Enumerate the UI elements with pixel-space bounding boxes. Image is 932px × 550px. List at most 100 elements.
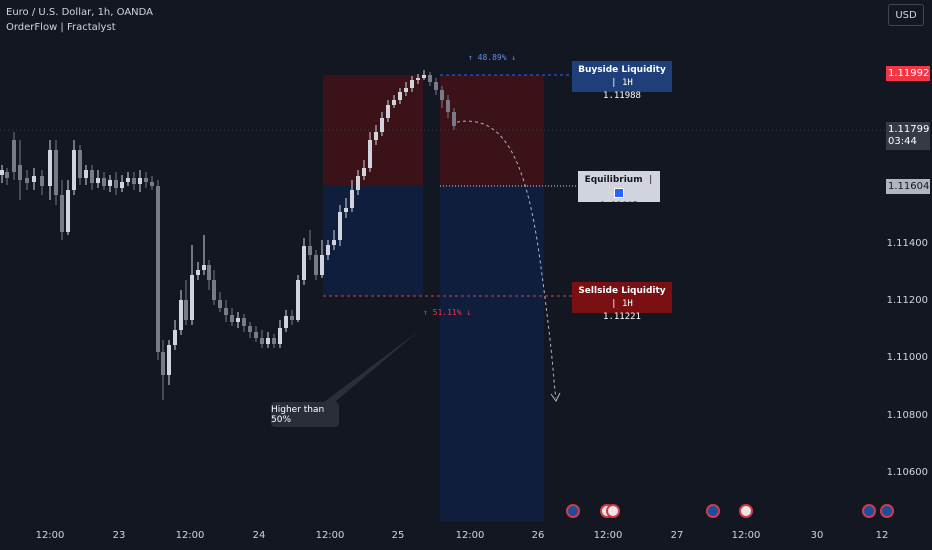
candle-body — [314, 255, 318, 275]
candle-body — [173, 330, 177, 345]
candle-body — [0, 170, 4, 175]
sellside-callout[interactable]: Sellside Liquidity | 1H 1.11221 — [572, 282, 672, 322]
candle-body — [54, 150, 58, 195]
discount-percent: ↑ 51.11% ↓ — [423, 308, 472, 317]
candle-body — [120, 182, 124, 188]
note-pointer — [320, 330, 420, 405]
premium-percent: ↑ 48.89% ↓ — [468, 53, 517, 62]
eu-event-icon[interactable] — [880, 504, 894, 518]
candle-body — [212, 280, 216, 300]
candle-body — [380, 118, 384, 132]
time-tick: 24 — [252, 530, 266, 541]
candle-body — [452, 112, 456, 126]
candle-body — [156, 186, 160, 352]
candle-body — [236, 318, 240, 322]
symbol-title[interactable]: Euro / U.S. Dollar, 1h, OANDA — [6, 7, 154, 18]
candle-body — [326, 245, 330, 255]
indicator-name[interactable]: OrderFlow | Fractalyst — [6, 22, 116, 33]
time-tick: 12:00 — [315, 530, 345, 541]
candle-body — [90, 170, 94, 183]
time-tick: 12:00 — [731, 530, 761, 541]
candle-body — [374, 132, 378, 140]
candle-body — [150, 182, 154, 186]
time-tick: 27 — [670, 530, 684, 541]
time-tick: 30 — [810, 530, 824, 541]
candle-body — [72, 150, 76, 190]
candle-body — [102, 178, 106, 186]
time-tick: 23 — [112, 530, 126, 541]
sellside-price: 1.11221 — [603, 312, 641, 322]
projection-arrow-icon — [550, 392, 561, 402]
buyside-tf: 1H — [622, 78, 633, 88]
candle-body — [344, 208, 348, 212]
candle-body — [207, 265, 211, 280]
time-tick: 12:00 — [455, 530, 485, 541]
candle-body — [224, 308, 228, 315]
candle-body — [144, 178, 148, 182]
time-tick: 12:00 — [175, 530, 205, 541]
candle-body — [416, 78, 420, 80]
candle-body — [296, 280, 300, 320]
candle-body — [410, 80, 414, 88]
candle-body — [190, 275, 194, 320]
bar-countdown: 03:44 — [888, 136, 917, 147]
candle-body — [404, 88, 408, 92]
time-tick: 25 — [391, 530, 405, 541]
candle-body — [308, 246, 312, 255]
equilibrium-badge-icon — [614, 187, 624, 198]
price-tick: 1.10600 — [886, 467, 928, 478]
candle-body — [126, 178, 130, 182]
candle-body — [230, 315, 234, 322]
projection-path — [456, 120, 557, 399]
candle-body — [108, 180, 112, 186]
candle-body — [254, 332, 258, 338]
equilibrium-title: Equilibrium — [584, 175, 643, 185]
candle-body — [278, 328, 282, 344]
candle-body — [392, 100, 396, 105]
candle-body — [266, 338, 270, 344]
candle-body — [84, 170, 88, 178]
candle-body — [5, 172, 9, 178]
candle-body — [440, 90, 444, 100]
price-tick: 1.11000 — [886, 352, 928, 364]
equilibrium-price: 1.11605 — [600, 201, 638, 211]
candle-body — [179, 300, 183, 330]
sellside-title: Sellside Liquidity — [578, 286, 666, 296]
candle-body — [184, 300, 188, 320]
candle-body — [132, 178, 136, 184]
note-callout[interactable]: Higher than 50% — [271, 402, 339, 427]
candle-body — [422, 75, 426, 78]
price-tick: 1.10800 — [886, 409, 928, 421]
current-price-label: 1.11799 03:44 — [886, 122, 930, 150]
us-event-icon[interactable] — [606, 504, 620, 518]
candle-body — [66, 190, 70, 232]
candle-body — [362, 168, 366, 176]
time-tick: 12:00 — [35, 530, 65, 541]
eu-event-icon[interactable] — [862, 504, 876, 518]
buyside-callout[interactable]: Buyside Liquidity | 1H 1.11988 — [572, 61, 672, 101]
candle-body — [398, 92, 402, 100]
candle-body — [32, 176, 36, 182]
candle-body — [356, 176, 360, 190]
candle-body — [196, 270, 200, 275]
candle-body — [428, 75, 432, 82]
eu-event-icon[interactable] — [706, 504, 720, 518]
candle-body — [167, 345, 171, 375]
candle-body — [25, 178, 29, 183]
candle-body — [12, 140, 16, 172]
buyside-price: 1.11988 — [603, 91, 641, 101]
candle-body — [218, 300, 222, 308]
candle-body — [48, 150, 52, 186]
candle-body — [272, 338, 276, 344]
candle-body — [18, 165, 22, 180]
eu-event-icon[interactable] — [566, 504, 580, 518]
current-price: 1.11799 — [888, 124, 930, 135]
candle-body — [78, 150, 82, 178]
currency-button[interactable]: USD — [888, 4, 924, 26]
equilibrium-price-label: 1.11604 — [886, 179, 930, 194]
equilibrium-callout[interactable]: Equilibrium | 1.11605 — [578, 171, 660, 211]
us-event-icon[interactable] — [739, 504, 753, 518]
candle-body — [320, 255, 324, 275]
candle-body — [248, 326, 252, 332]
